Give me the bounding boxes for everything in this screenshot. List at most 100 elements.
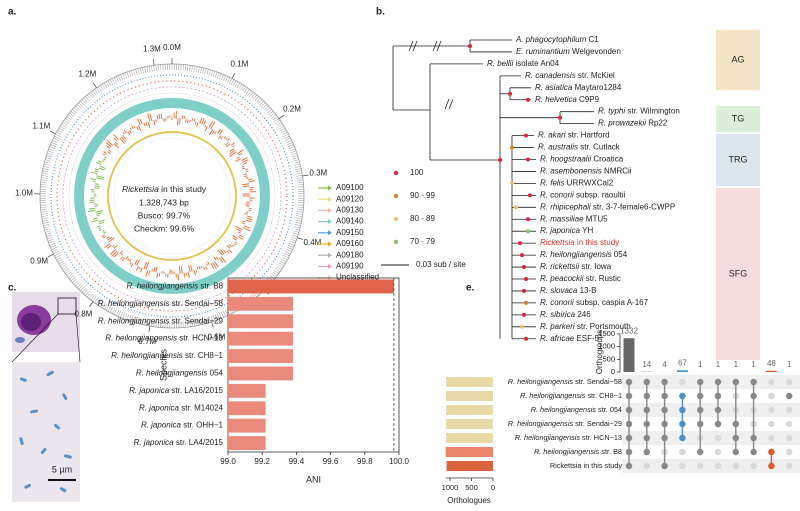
minor-tick (45, 232, 52, 235)
minor-tick (271, 273, 277, 278)
italic-part: R. prowazekii (598, 119, 646, 128)
minor-tick (92, 90, 97, 96)
gc-skew (191, 118, 194, 121)
minor-tick (113, 77, 118, 83)
gc-skew (122, 135, 127, 140)
legend-arrowhead (328, 263, 332, 269)
minor-tick (61, 123, 67, 128)
matrix-dot-active (750, 378, 757, 386)
gc-skew (101, 234, 105, 238)
gc-skew (99, 167, 105, 171)
minor-tick (287, 144, 294, 148)
x-tick-label: 99.8 (357, 457, 373, 466)
minor-tick (278, 262, 285, 267)
gc-skew (112, 244, 115, 248)
gc-skew (194, 121, 197, 125)
italic-part: R. heilongjiangensis (540, 250, 612, 259)
micrograph-bottom (12, 362, 80, 502)
leaf-label: R. canadensis str. McKiel (525, 71, 615, 80)
legend-label: A09120 (336, 194, 364, 203)
italic-part: R. heilongjiangensis (515, 433, 581, 442)
minor-tick (111, 308, 116, 314)
minor-tick (58, 127, 65, 132)
italic-part: R. heilongjiangensis (520, 391, 586, 400)
minor-tick (157, 64, 160, 71)
gc-skew (236, 156, 240, 160)
minor-tick (63, 268, 69, 272)
matrix-dot-active (750, 392, 757, 400)
minor-tick (257, 99, 263, 105)
panel-label: a. (8, 7, 17, 18)
matrix-dot-active (661, 392, 668, 400)
set-label: R. heilongjiangensis str. Sendai−29 (508, 419, 622, 428)
italic-part: R. hoogstraalii (540, 155, 591, 164)
gc-skew (217, 249, 224, 256)
minor-tick (86, 94, 92, 100)
gc-skew (123, 129, 127, 134)
gc-skew (148, 270, 151, 276)
minor-tick (80, 100, 85, 106)
minor-tick (273, 118, 279, 123)
minor-tick (297, 179, 304, 181)
minor-tick (294, 166, 301, 168)
bar (228, 296, 293, 311)
minor-tick (208, 69, 211, 76)
track-ring (56, 80, 288, 312)
gc-skew (212, 262, 217, 269)
gc-skew (190, 264, 193, 272)
legend-arrowhead (328, 252, 332, 258)
matrix-dot-active (732, 420, 739, 428)
clade-label: TG (732, 113, 745, 123)
matrix-dot-active (625, 420, 633, 428)
gc-skew (145, 261, 150, 270)
matrix-dot (786, 448, 793, 456)
matrix-dot (786, 434, 793, 442)
minor-tick (284, 135, 290, 140)
minor-tick (279, 260, 286, 265)
minor-tick (187, 321, 189, 328)
rod (54, 423, 61, 430)
gc-skew (241, 165, 245, 168)
minor-tick (75, 281, 81, 287)
gc-skew (248, 178, 253, 181)
legend-label: A09100 (336, 183, 364, 192)
minor-tick (55, 254, 61, 259)
gc-skew (155, 266, 158, 273)
minor-tick (40, 206, 47, 208)
minor-tick (182, 64, 184, 71)
gc-skew (237, 149, 244, 154)
minor-tick (94, 297, 99, 303)
matrix-dot-active (732, 378, 739, 386)
matrix-dot (768, 392, 775, 400)
matrix-dot-active (643, 420, 650, 428)
gc-skew (106, 145, 111, 149)
minor-tick (109, 307, 114, 313)
minor-tick (43, 226, 50, 229)
gc-skew (226, 250, 230, 254)
plain-part: str. Rustic (584, 274, 621, 283)
gc-skew (217, 135, 222, 140)
gc-skew (129, 262, 132, 265)
minor-tick (287, 244, 294, 248)
minor-tick (295, 168, 302, 171)
support-dot (510, 145, 514, 150)
gc-skew (135, 266, 139, 272)
gc-skew (199, 117, 203, 124)
plot-frame (227, 277, 400, 453)
minor-tick (50, 244, 57, 248)
minor-tick (296, 172, 303, 175)
rod (46, 370, 54, 377)
gc-skew (103, 158, 106, 161)
gc-skew (91, 171, 98, 175)
italic-part: R. heilongjiangensis (531, 405, 597, 414)
bacteria (19, 370, 72, 493)
leaf-label: R. typhi str. Wilmington (598, 107, 680, 116)
minor-tick (42, 219, 49, 222)
italic-part: R. japonica (540, 226, 581, 235)
rod (59, 487, 67, 493)
clade-box (716, 134, 760, 186)
legend-label: Unclassified (336, 273, 379, 282)
gc-skew (234, 241, 238, 244)
minor-tick (297, 184, 304, 186)
